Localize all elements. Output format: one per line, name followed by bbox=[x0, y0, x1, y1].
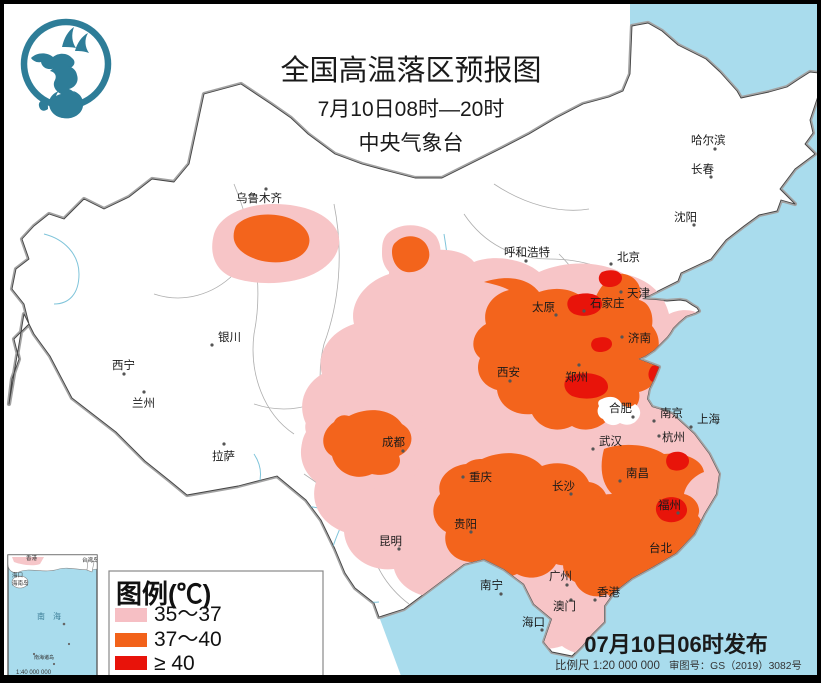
svg-text:07月10日06时发布: 07月10日06时发布 bbox=[584, 632, 767, 657]
svg-text:台北: 台北 bbox=[649, 541, 672, 555]
svg-text:沈阳: 沈阳 bbox=[674, 210, 697, 224]
svg-text:比例尺 1:20 000 000: 比例尺 1:20 000 000 bbox=[555, 658, 660, 672]
svg-text:中央气象台: 中央气象台 bbox=[359, 132, 464, 155]
svg-text:银川: 银川 bbox=[218, 330, 241, 344]
svg-text:天津: 天津 bbox=[627, 287, 650, 300]
svg-text:1:40 000 000: 1:40 000 000 bbox=[16, 670, 52, 675]
svg-text:呼和浩特: 呼和浩特 bbox=[504, 245, 550, 259]
svg-text:香港: 香港 bbox=[597, 586, 620, 599]
svg-text:南 海: 南 海 bbox=[37, 611, 61, 621]
svg-text:35～37: 35～37 bbox=[154, 603, 222, 626]
svg-text:长春: 长春 bbox=[691, 163, 714, 176]
svg-text:广州: 广州 bbox=[549, 570, 572, 583]
svg-text:北京: 北京 bbox=[617, 250, 640, 264]
svg-text:澳门: 澳门 bbox=[553, 599, 576, 613]
svg-text:南昌: 南昌 bbox=[626, 466, 649, 480]
svg-text:西安: 西安 bbox=[497, 365, 520, 379]
svg-text:西宁: 西宁 bbox=[112, 358, 135, 372]
svg-text:南宁: 南宁 bbox=[480, 578, 503, 592]
svg-text:37～40: 37～40 bbox=[154, 628, 222, 651]
svg-text:合肥: 合肥 bbox=[609, 401, 632, 415]
svg-text:济南: 济南 bbox=[628, 331, 651, 345]
svg-text:7月10日08时—20时: 7月10日08时—20时 bbox=[318, 98, 505, 121]
svg-text:成都: 成都 bbox=[382, 436, 405, 449]
svg-text:香港: 香港 bbox=[26, 554, 38, 562]
svg-text:石家庄: 石家庄 bbox=[590, 296, 625, 310]
svg-text:拉萨: 拉萨 bbox=[212, 449, 235, 463]
svg-text:福州: 福州 bbox=[658, 498, 681, 512]
svg-text:海南岛: 海南岛 bbox=[12, 579, 29, 587]
svg-text:上海: 上海 bbox=[697, 412, 720, 426]
svg-text:南海诸岛: 南海诸岛 bbox=[34, 654, 54, 661]
svg-text:贵阳: 贵阳 bbox=[454, 518, 477, 531]
svg-text:乌鲁木齐: 乌鲁木齐 bbox=[236, 191, 282, 205]
svg-text:哈尔滨: 哈尔滨 bbox=[691, 133, 726, 147]
svg-text:武汉: 武汉 bbox=[599, 435, 622, 448]
svg-text:昆明: 昆明 bbox=[379, 535, 402, 548]
svg-text:台湾岛: 台湾岛 bbox=[82, 556, 99, 564]
svg-text:兰州: 兰州 bbox=[132, 397, 155, 410]
svg-text:≥ 40: ≥ 40 bbox=[154, 652, 195, 675]
svg-text:海口: 海口 bbox=[522, 615, 545, 629]
svg-text:重庆: 重庆 bbox=[469, 470, 492, 484]
svg-text:审图号：GS（2019）3082号: 审图号：GS（2019）3082号 bbox=[669, 659, 802, 672]
svg-text:长沙: 长沙 bbox=[552, 480, 575, 493]
svg-text:海口: 海口 bbox=[12, 571, 23, 579]
svg-text:南京: 南京 bbox=[660, 406, 683, 420]
svg-text:郑州: 郑州 bbox=[565, 370, 588, 384]
svg-text:太原: 太原 bbox=[532, 301, 555, 314]
svg-text:全国高温落区预报图: 全国高温落区预报图 bbox=[280, 54, 541, 87]
svg-text:杭州: 杭州 bbox=[662, 430, 685, 444]
